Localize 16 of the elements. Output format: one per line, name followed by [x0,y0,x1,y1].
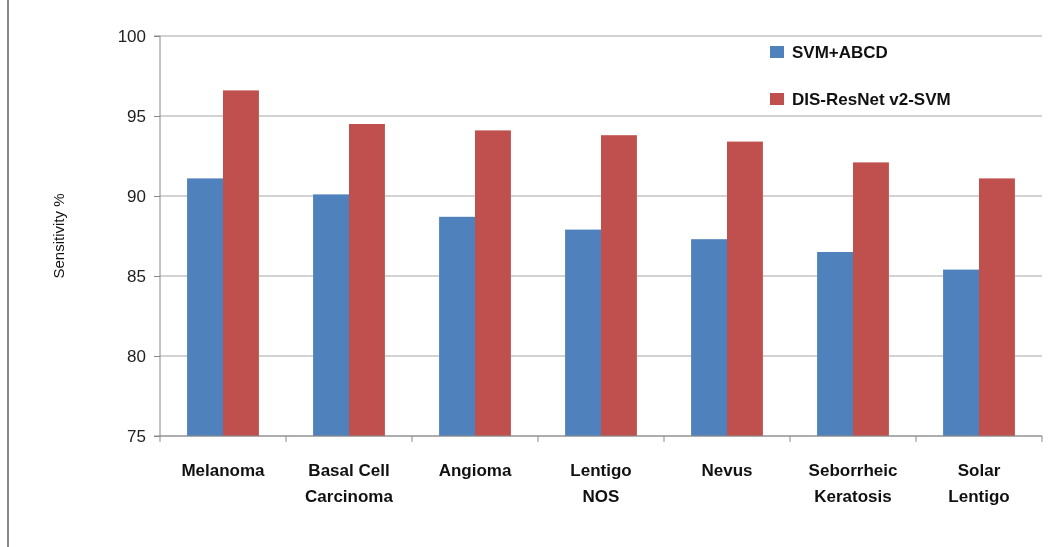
legend-label: DIS-ResNet v2-SVM [792,90,951,109]
y-tick-label: 80 [127,346,146,366]
legend-label: SVM+ABCD [792,43,888,62]
x-tick-label: Basal Cell Carcinoma [305,461,394,506]
y-tick-label: 95 [127,106,146,126]
x-tick-label: Lentigo NOS [570,461,632,506]
x-tick-label: Melanoma [181,461,266,480]
x-tick-label: Angioma [438,461,512,480]
x-tick-label: Seborrheic Keratosis [808,461,898,506]
y-tick-label: 90 [127,186,146,206]
x-tick-label: Nevus [701,461,753,480]
y-tick-label: 85 [127,266,146,286]
y-tick-label: 75 [127,426,146,446]
y-axis-title: Sensitivity % [50,193,67,279]
y-tick-label: 100 [117,26,146,46]
x-tick-label: Solar Lentigo [948,461,1010,506]
